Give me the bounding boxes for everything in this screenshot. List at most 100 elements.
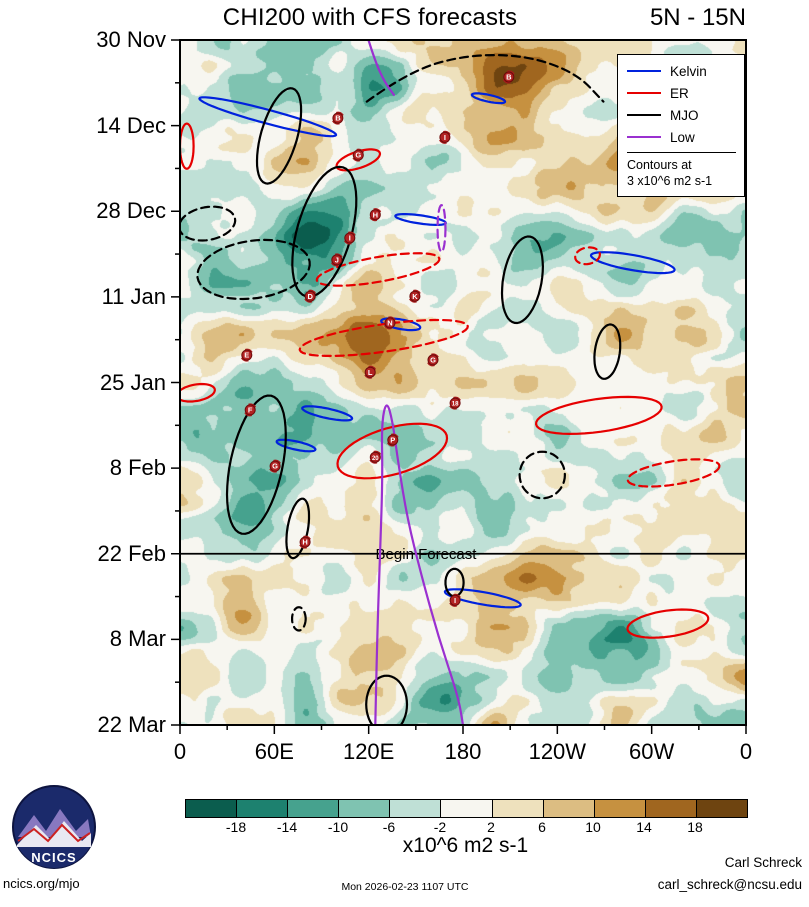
- y-tick-label: 22 Mar: [97, 712, 166, 737]
- contour-mjo: [518, 450, 566, 500]
- storm-symbol-L: L: [364, 365, 377, 379]
- legend-note-line2: 3 x10^6 m2 s-1: [627, 174, 713, 189]
- contour-er: [336, 422, 449, 480]
- hovmoller-plot: Begin Forecast B B I G H I J D K N E G L 18 F P 20 G H I Ke…: [171, 39, 747, 734]
- colorbar-tick-label: 2: [487, 819, 495, 835]
- contour-mjo: [225, 394, 287, 535]
- logo-band: [18, 847, 90, 869]
- colorbar-cell: [492, 800, 544, 817]
- colorbar-tick-label: -10: [327, 819, 349, 835]
- storm-symbol-20: 20: [369, 450, 382, 464]
- legend-line-sample: [627, 92, 661, 94]
- colorbar-tick-label: 18: [687, 819, 703, 835]
- legend-item-label: Low: [670, 129, 695, 145]
- storm-symbol-F: F: [244, 403, 257, 417]
- contour-mjo: [291, 606, 307, 632]
- contour-kelvin: [198, 96, 338, 138]
- begin-forecast-label: Begin Forecast: [376, 546, 478, 563]
- y-tick-label: 14 Dec: [96, 112, 166, 138]
- svg-text:L: L: [368, 368, 373, 377]
- contour-mjo: [196, 238, 311, 301]
- legend-item-low: Low: [627, 126, 736, 148]
- contour-kelvin: [589, 251, 676, 275]
- storm-symbol-18: 18: [449, 396, 461, 410]
- storm-symbol-N: N: [384, 316, 396, 330]
- colorbar-cell: [390, 800, 442, 817]
- x-tick-label: 120E: [342, 739, 395, 764]
- contour-kelvin: [275, 438, 317, 453]
- author-email[interactable]: carl_schreck@ncsu.edu: [657, 877, 802, 892]
- ncics-logo: NCICS: [12, 785, 96, 869]
- contour-mjo: [285, 497, 311, 560]
- svg-text:F: F: [248, 406, 253, 415]
- storm-symbol-B: B: [502, 70, 515, 84]
- contour-mjo: [291, 165, 358, 298]
- svg-text:20: 20: [372, 456, 379, 462]
- legend-item-label: MJO: [670, 107, 699, 123]
- contour-er: [315, 252, 441, 287]
- colorbar-cell: [186, 800, 238, 817]
- legend-line-sample: [627, 114, 661, 116]
- contour-mjo: [593, 323, 622, 380]
- colorbar-cell: [645, 800, 697, 817]
- contour-mjo: [180, 205, 237, 242]
- contour-kelvin: [443, 588, 522, 609]
- y-tick-label: 28 Dec: [96, 198, 166, 224]
- storm-symbol-P: P: [386, 433, 399, 447]
- colorbar-tick-label: 10: [585, 819, 601, 835]
- storm-symbol-H: H: [299, 535, 311, 549]
- colorbar-tick-label: -6: [382, 819, 396, 835]
- storm-symbol-B: B: [332, 111, 344, 125]
- svg-text:G: G: [272, 462, 278, 471]
- svg-text:G: G: [355, 151, 361, 160]
- storm-symbol-J: J: [330, 253, 343, 267]
- contour-er: [574, 246, 601, 266]
- storm-symbol-E: E: [240, 348, 253, 362]
- colorbar-cell: [594, 800, 646, 817]
- storm-symbol-I: I: [343, 231, 356, 245]
- y-tick-label: 22 Feb: [97, 540, 167, 566]
- site-link[interactable]: ncics.org/mjo: [3, 876, 80, 891]
- x-tick-label: 120W: [528, 739, 587, 764]
- x-tick-label: 180: [444, 739, 482, 764]
- contour-low: [367, 40, 395, 96]
- y-tick-label: 25 Jan: [99, 369, 166, 395]
- colorbar-cell: [339, 800, 391, 817]
- contour-mjo: [500, 235, 544, 325]
- storm-symbol-I: I: [439, 130, 451, 144]
- colorbar-cell: [288, 800, 340, 817]
- storm-symbol-K: K: [409, 289, 421, 303]
- legend-item-kelvin: Kelvin: [627, 60, 736, 82]
- legend-line-sample: [627, 70, 661, 72]
- legend-item-mjo: MJO: [627, 104, 736, 126]
- legend-items: Kelvin ER MJO Low: [627, 60, 736, 148]
- contour-er: [180, 382, 216, 403]
- svg-text:J: J: [335, 256, 339, 265]
- legend-note: Contours at 3 x10^6 m2 s-1: [627, 152, 736, 190]
- svg-text:P: P: [390, 436, 395, 445]
- svg-text:18: 18: [452, 402, 459, 408]
- logo-red-zigzag: [17, 823, 91, 843]
- colorbar-cell: [441, 800, 493, 817]
- contour-er: [535, 395, 663, 435]
- storm-symbol-D: D: [304, 289, 317, 303]
- svg-text:I: I: [454, 596, 456, 605]
- y-tick-label: 8 Feb: [109, 455, 166, 481]
- legend-note-line1: Contours at: [627, 158, 692, 172]
- svg-text:N: N: [387, 319, 392, 328]
- legend-item-label: Kelvin: [670, 63, 707, 79]
- wave-legend: Kelvin ER MJO Low Contours at 3 x10^6 m2 s-…: [617, 54, 745, 197]
- contour-mjo: [365, 674, 409, 725]
- contour-er: [180, 122, 195, 170]
- svg-text:G: G: [430, 356, 436, 365]
- storm-symbol-G: G: [269, 459, 281, 473]
- contour-overlay: Begin Forecast B B I G H I J D K N E G L 18 F P 20 G H I: [180, 40, 746, 725]
- contour-low: [374, 404, 465, 725]
- colorbar-cell: [237, 800, 289, 817]
- storm-symbol-G: G: [427, 353, 439, 367]
- legend-line-sample: [627, 136, 661, 138]
- svg-text:H: H: [302, 538, 307, 547]
- latitude-band-label: 5N - 15N: [649, 4, 746, 31]
- svg-text:B: B: [506, 73, 512, 82]
